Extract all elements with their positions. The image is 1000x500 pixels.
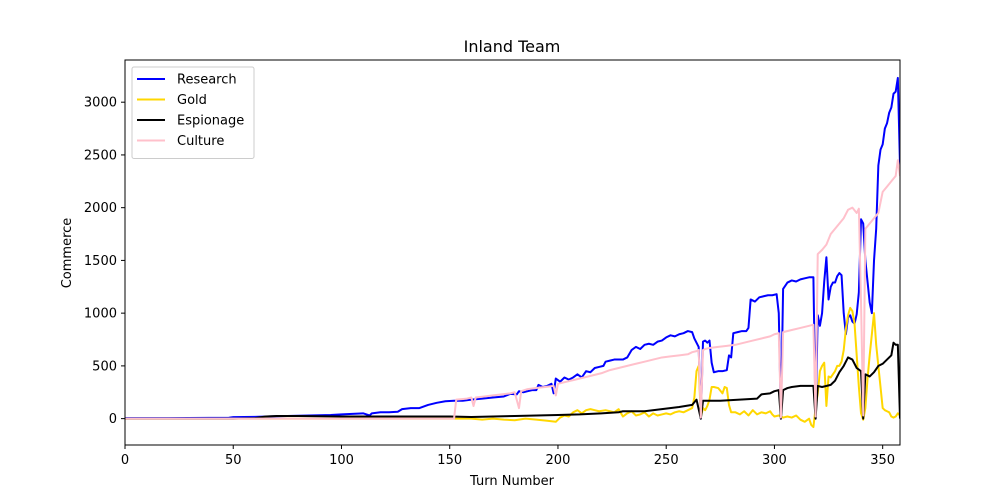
plot-area-frame [124, 59, 901, 446]
legend-label-espionage: Espionage [177, 114, 244, 129]
series-line-gold [125, 306, 900, 429]
y-tick-label: 1500 [84, 254, 117, 269]
x-tick-label: 50 [225, 453, 242, 468]
plot-lines [125, 76, 900, 429]
y-tick-label: 2500 [84, 148, 117, 163]
chart-title: Inland Team [464, 37, 561, 56]
legend-label-gold: Gold [177, 93, 207, 108]
x-tick-label: 250 [654, 453, 679, 468]
legend-label-research: Research [177, 73, 237, 88]
series-line-culture [125, 159, 900, 420]
x-tick-label: 100 [329, 453, 354, 468]
x-tick-label: 150 [437, 453, 462, 468]
y-tick-label: 0 [109, 412, 117, 427]
legend-label-culture: Culture [177, 134, 224, 149]
x-axis-label: Turn Number [469, 474, 555, 489]
y-axis-label: Commerce [60, 218, 75, 289]
y-tick-label: 2000 [84, 201, 117, 216]
x-tick-label: 0 [121, 453, 129, 468]
y-axis-ticks: 0 500 1000 1500 2000 2500 3000 [84, 96, 125, 427]
x-tick-label: 200 [546, 453, 571, 468]
x-tick-label: 300 [762, 453, 787, 468]
legend: Research Gold Espionage Culture [131, 66, 255, 159]
legend-box [131, 66, 255, 159]
y-tick-label: 1000 [84, 307, 117, 322]
y-tick-label: 500 [92, 359, 117, 374]
x-axis-ticks: 0 50 100 150 200 250 300 350 [121, 445, 895, 468]
x-tick-label: 350 [870, 453, 895, 468]
y-tick-label: 3000 [84, 96, 117, 111]
